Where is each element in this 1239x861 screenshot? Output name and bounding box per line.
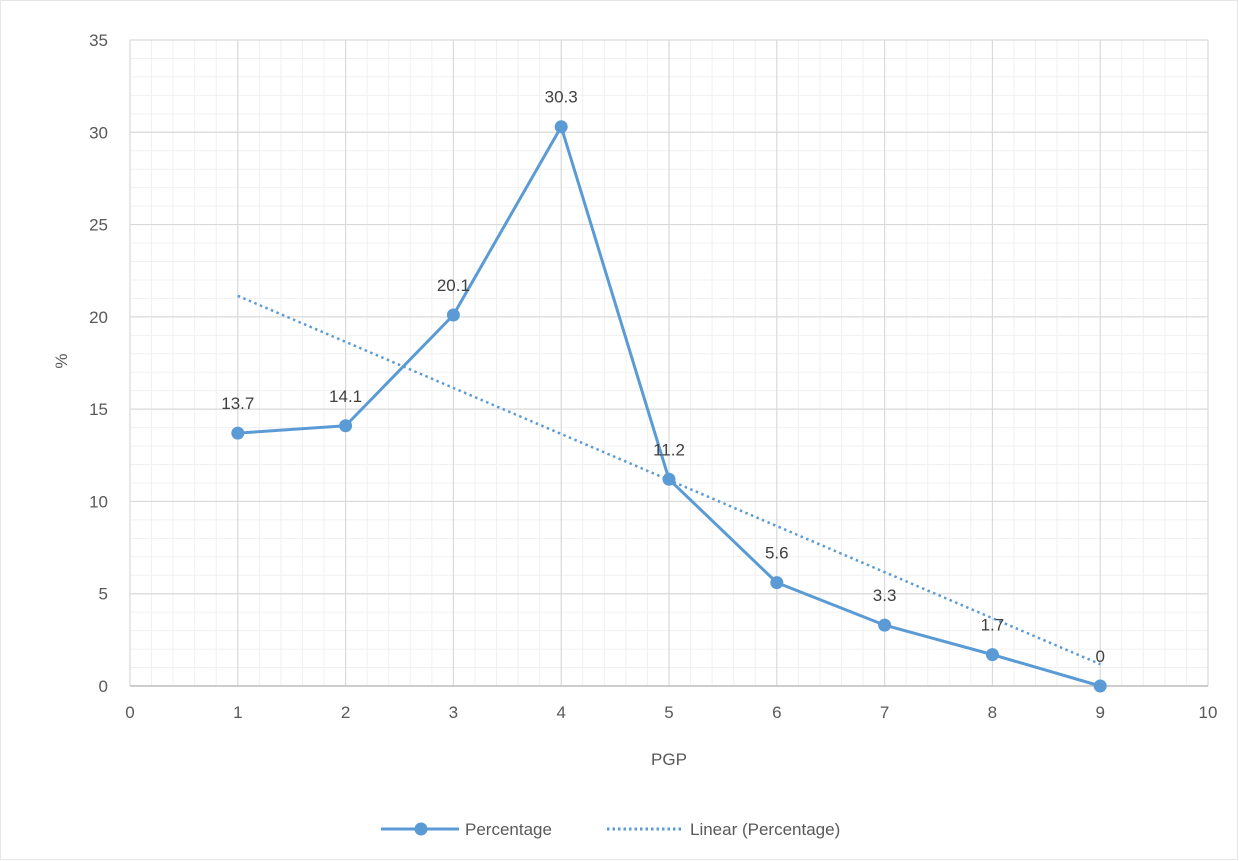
y-tick-label: 25	[89, 216, 108, 235]
legend-linear-label: Linear (Percentage)	[690, 820, 840, 839]
data-labels: 13.7 14.1 20.1 30.3 11.2 5.6 3.3 1.7 0	[221, 88, 1105, 666]
legend: Percentage Linear (Percentage)	[381, 820, 840, 839]
data-point-marker	[1093, 679, 1107, 693]
data-value-label: 14.1	[329, 387, 362, 406]
x-axis-title: PGP	[651, 750, 687, 769]
x-tick-label: 3	[449, 703, 458, 722]
data-point-marker	[770, 576, 784, 590]
y-tick-label: 15	[89, 400, 108, 419]
data-point-marker	[662, 472, 676, 486]
y-axis-tick-labels: 0 5 10 15 20 25 30 35	[89, 31, 108, 696]
data-value-label: 30.3	[545, 88, 578, 107]
x-tick-label: 9	[1095, 703, 1104, 722]
x-tick-label: 0	[125, 703, 134, 722]
x-tick-label: 10	[1199, 703, 1218, 722]
data-point-marker	[446, 308, 460, 322]
x-tick-label: 7	[880, 703, 889, 722]
x-tick-label: 4	[556, 703, 565, 722]
x-tick-label: 8	[988, 703, 997, 722]
y-tick-label: 35	[89, 31, 108, 50]
y-tick-label: 0	[99, 677, 108, 696]
x-tick-label: 5	[664, 703, 673, 722]
legend-percentage-label: Percentage	[465, 820, 552, 839]
data-value-label: 1.7	[981, 616, 1005, 635]
y-tick-label: 10	[89, 492, 108, 511]
data-point-marker	[985, 648, 999, 662]
data-value-label: 0	[1095, 647, 1104, 666]
data-value-label: 5.6	[765, 544, 789, 563]
data-value-label: 13.7	[221, 394, 254, 413]
y-tick-label: 5	[99, 585, 108, 604]
legend-percentage-marker-icon	[414, 822, 428, 836]
y-axis-title: %	[52, 353, 71, 368]
percentage-series	[231, 120, 1107, 693]
major-gridlines	[129, 39, 1209, 687]
data-point-marker	[231, 426, 245, 440]
x-axis-tick-labels: 0 1 2 3 4 5 6 7 8 9 10	[125, 703, 1217, 722]
x-tick-label: 2	[341, 703, 350, 722]
x-tick-label: 1	[233, 703, 242, 722]
data-point-marker	[339, 419, 353, 433]
y-tick-label: 30	[89, 123, 108, 142]
data-point-marker	[554, 120, 568, 134]
data-value-label: 3.3	[873, 586, 897, 605]
y-tick-label: 20	[89, 308, 108, 327]
data-value-label: 11.2	[653, 440, 685, 459]
data-value-label: 20.1	[437, 276, 470, 295]
data-point-marker	[878, 618, 892, 632]
x-tick-label: 6	[772, 703, 781, 722]
